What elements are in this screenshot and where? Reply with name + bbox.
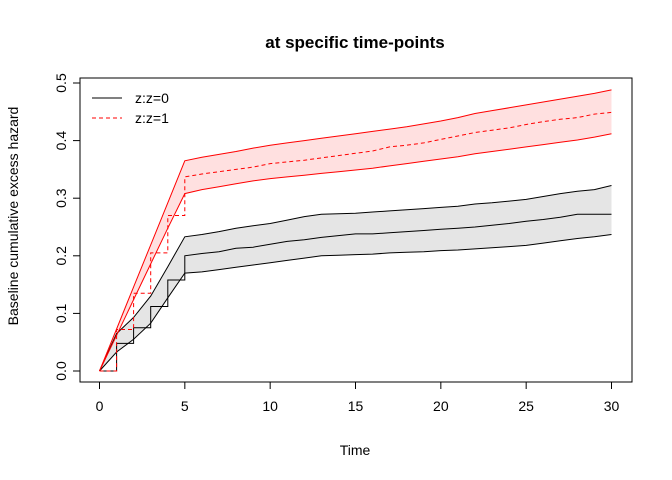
axes: 0 5 10 15 20 25 30 0.0 0.1 0.2 0.3 0.4 0.5 (53, 73, 633, 414)
x-axis-label: Time (340, 442, 371, 458)
x-tick-label: 5 (181, 398, 189, 414)
step-line-series-1 (99, 111, 612, 372)
y-tick-label: 0.1 (53, 303, 69, 323)
y-tick-label: 0.3 (53, 188, 69, 208)
x-tick-label: 25 (518, 398, 534, 414)
legend-label-series-0: z:z=0 (135, 90, 169, 106)
band-fill-series-1 (99, 89, 612, 372)
x-tick-label: 20 (433, 398, 449, 414)
y-tick-label: 0.5 (53, 73, 69, 93)
y-tick-label: 0.0 (53, 361, 69, 381)
x-tick-label: 10 (262, 398, 278, 414)
confidence-bands (99, 89, 612, 372)
legend: z:z=0 z:z=1 (92, 90, 169, 126)
x-tick-label: 30 (604, 398, 620, 414)
upper-bound-line-series-0 (99, 185, 612, 372)
legend-label-series-1: z:z=1 (135, 110, 169, 126)
step-line-series-0 (99, 213, 612, 372)
chart-title: at specific time-points (265, 33, 444, 52)
y-tick-label: 0.2 (53, 246, 69, 266)
upper-bound-line-series-1 (99, 89, 612, 372)
x-tick-label: 15 (348, 398, 364, 414)
series-lines (99, 89, 612, 372)
x-tick-label: 0 (96, 398, 104, 414)
band-fill-series-0 (99, 185, 612, 371)
y-axis-label: Baseline cumulative excess hazard (5, 107, 21, 326)
y-tick-label: 0.4 (53, 131, 69, 151)
